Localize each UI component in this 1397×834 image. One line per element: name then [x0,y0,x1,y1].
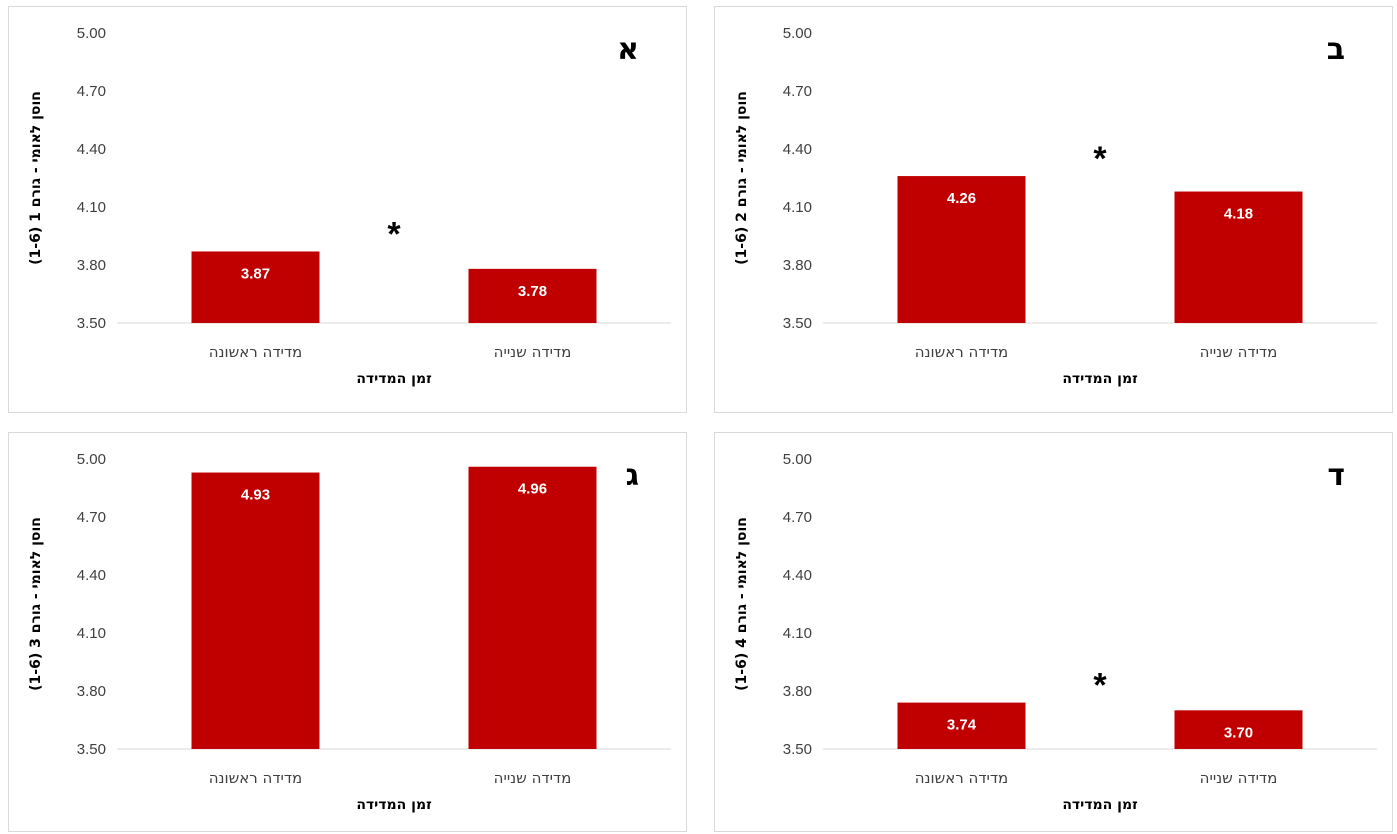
chart-2-svg: 3.50 3.80 4.10 4.40 4.70 5.00 4.26 מדידה ראשונה… [734,25,1377,387]
data-label: 4.18 [1224,206,1253,223]
chart-3-svg: 3.50 3.80 4.10 4.40 4.70 5.00 4.93 מדידה ראשונה… [28,451,671,813]
category-label: מדידה ראשונה [915,343,1009,361]
y-tick-label: 4.40 [783,567,812,584]
y-axis-title: חוסן לאומי - גורם 3 (1-6) [28,517,44,691]
y-tick-label: 5.00 [77,25,106,42]
bar [897,176,1026,323]
y-tick-label: 3.50 [77,741,106,758]
panel-letter: ד [1327,458,1345,493]
category-label: מדידה ראשונה [915,769,1009,787]
category-label: מדידה שנייה [1200,343,1278,361]
chart-1-svg: 3.50 3.80 4.10 4.40 4.70 5.00 3.87 מדידה ראשונה… [28,25,671,387]
significance-marker: * [387,215,401,253]
y-axis-title: חוסן לאומי - גורם 1 (1-6) [28,91,44,265]
y-tick-label: 3.80 [77,257,106,274]
y-tick-label: 4.10 [77,199,106,216]
data-label: 3.74 [947,717,977,734]
chart-panel-3: 3.50 3.80 4.10 4.40 4.70 5.00 4.93 מדידה ראשונה… [8,432,687,832]
panel-letter: א [617,32,639,67]
chart-panel-1: 3.50 3.80 4.10 4.40 4.70 5.00 3.87 מדידה ראשונה… [8,6,687,413]
category-label: מדידה שנייה [1200,769,1278,787]
panel-letter: ב [1327,32,1345,67]
category-label: מדידה ראשונה [209,769,303,787]
y-tick-label: 3.50 [783,741,812,758]
y-tick-label: 4.70 [77,509,106,526]
category-label: מדידה שנייה [494,769,572,787]
bar [897,702,1026,749]
x-axis-title: זמן המדידה [1062,371,1137,387]
data-label: 3.78 [518,283,547,300]
y-tick-label: 3.50 [783,315,812,332]
x-axis-title: זמן המדידה [356,797,431,813]
y-tick-label: 3.80 [77,683,106,700]
y-tick-label: 3.80 [783,683,812,700]
data-label: 4.93 [241,487,270,504]
panel-letter: ג [626,458,639,493]
y-axis-title: חוסן לאומי - גורם 2 (1-6) [734,91,750,265]
significance-marker: * [1093,140,1107,178]
data-label: 4.26 [947,190,976,207]
y-axis-title: חוסן לאומי - גורם 4 (1-6) [734,517,750,691]
y-tick-label: 4.10 [783,199,812,216]
category-label: מדידה שנייה [494,343,572,361]
y-tick-label: 4.10 [77,625,106,642]
y-tick-label: 3.50 [77,315,106,332]
bar [468,466,597,749]
y-tick-label: 4.70 [783,509,812,526]
bar [191,472,320,749]
y-tick-label: 4.40 [77,141,106,158]
y-tick-label: 4.70 [783,83,812,100]
data-label: 4.96 [518,481,547,498]
chart-4-svg: 3.50 3.80 4.10 4.40 4.70 5.00 3.74 מדידה ראשונה… [734,451,1377,813]
significance-marker: * [1093,667,1107,705]
bar [191,251,320,323]
chart-panel-4: 3.50 3.80 4.10 4.40 4.70 5.00 3.74 מדידה ראשונה… [714,432,1393,832]
y-tick-label: 4.70 [77,83,106,100]
chart-panel-2: 3.50 3.80 4.10 4.40 4.70 5.00 4.26 מדידה ראשונה… [714,6,1393,413]
y-tick-label: 4.40 [783,141,812,158]
y-tick-label: 5.00 [77,451,106,468]
category-label: מדידה ראשונה [209,343,303,361]
y-tick-label: 4.40 [77,567,106,584]
y-tick-label: 4.10 [783,625,812,642]
y-tick-label: 5.00 [783,451,812,468]
data-label: 3.87 [241,265,270,282]
x-axis-title: זמן המדידה [1062,797,1137,813]
data-label: 3.70 [1224,724,1253,741]
y-tick-label: 5.00 [783,25,812,42]
y-tick-label: 3.80 [783,257,812,274]
bar [1174,710,1303,749]
bar [468,268,597,323]
x-axis-title: זמן המדידה [356,371,431,387]
bar [1174,191,1303,323]
